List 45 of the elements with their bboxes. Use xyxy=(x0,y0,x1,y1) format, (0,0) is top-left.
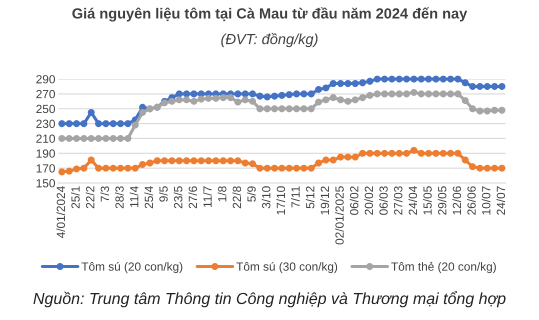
chart-title: Giá nguyên liệu tôm tại Cà Mau từ đầu năm 2024 đến nay xyxy=(72,7,468,22)
x-tick-label: 25/4 xyxy=(144,186,154,208)
chart-subtitle: (ĐVT: đồng/kg) xyxy=(221,32,318,48)
x-tick-label: 5/9 xyxy=(247,186,256,202)
y-tick-label: 150 xyxy=(36,179,55,188)
x-tick-label: 28/3 xyxy=(115,186,124,208)
x-tick-label: 20/02 xyxy=(364,186,374,215)
x-tick-label: 11/7 xyxy=(203,186,212,208)
x-tick-label: 7/3 xyxy=(100,186,110,202)
x-tick-label: 27/03 xyxy=(394,186,402,215)
x-tick-label: 23/5 xyxy=(174,186,182,208)
x-tick-label: 4/01/2024 xyxy=(56,186,66,238)
text: Nguồn: Trung tâm Thông tin Công nghiệp và Thương mại tổng hợp xyxy=(33,291,506,308)
legend-label: Tôm sú (20 con/kg) xyxy=(82,262,182,274)
x-tick-label: 22/2 xyxy=(86,186,94,208)
x-tick-label: 11/4 xyxy=(130,186,138,208)
y-tick-label: 230 xyxy=(36,120,55,128)
x-tick-label: 10/07 xyxy=(482,186,490,214)
x-tick-label: 9/5 xyxy=(159,186,168,202)
legend-label: Tôm sú (30 con/kg) xyxy=(236,262,338,274)
x-tick-label: 02/01/2025 xyxy=(335,186,344,244)
x-tick-label: 24/07 xyxy=(496,186,506,215)
x-tick-label: 5/12 xyxy=(306,186,314,208)
x-tick-label: 24/04 xyxy=(408,186,418,215)
x-tick-label: 7/11 xyxy=(291,186,300,208)
y-tick-label: 270 xyxy=(36,90,55,98)
x-tick-label: 3/10 xyxy=(262,186,270,208)
legend-label: Tôm thẻ (20 con/kg) xyxy=(391,262,496,274)
x-tick-label: 19/12 xyxy=(320,186,330,214)
x-tick-label: 26/06 xyxy=(467,186,476,215)
x-tick-label: 17/10 xyxy=(276,186,286,214)
y-tick-label: 250 xyxy=(36,104,55,114)
x-tick-label: 27/6 xyxy=(188,186,198,208)
y-tick-label: 190 xyxy=(36,149,55,158)
x-tick-label: 15/05 xyxy=(423,186,432,214)
x-tick-label: 1/8 xyxy=(218,186,226,202)
y-tick-label: 170 xyxy=(36,164,55,173)
x-tick-label: 25/1 xyxy=(71,186,80,208)
y-tick-label: 290 xyxy=(36,75,55,84)
x-tick-label: 22/8 xyxy=(232,186,242,208)
x-tick-label: 29/05 xyxy=(438,186,446,215)
x-tick-label: 12/06 xyxy=(452,186,462,214)
x-tick-label: 06/02 xyxy=(350,186,358,215)
x-tick-label: 06/03 xyxy=(379,186,388,215)
y-tick-label: 210 xyxy=(36,134,55,143)
